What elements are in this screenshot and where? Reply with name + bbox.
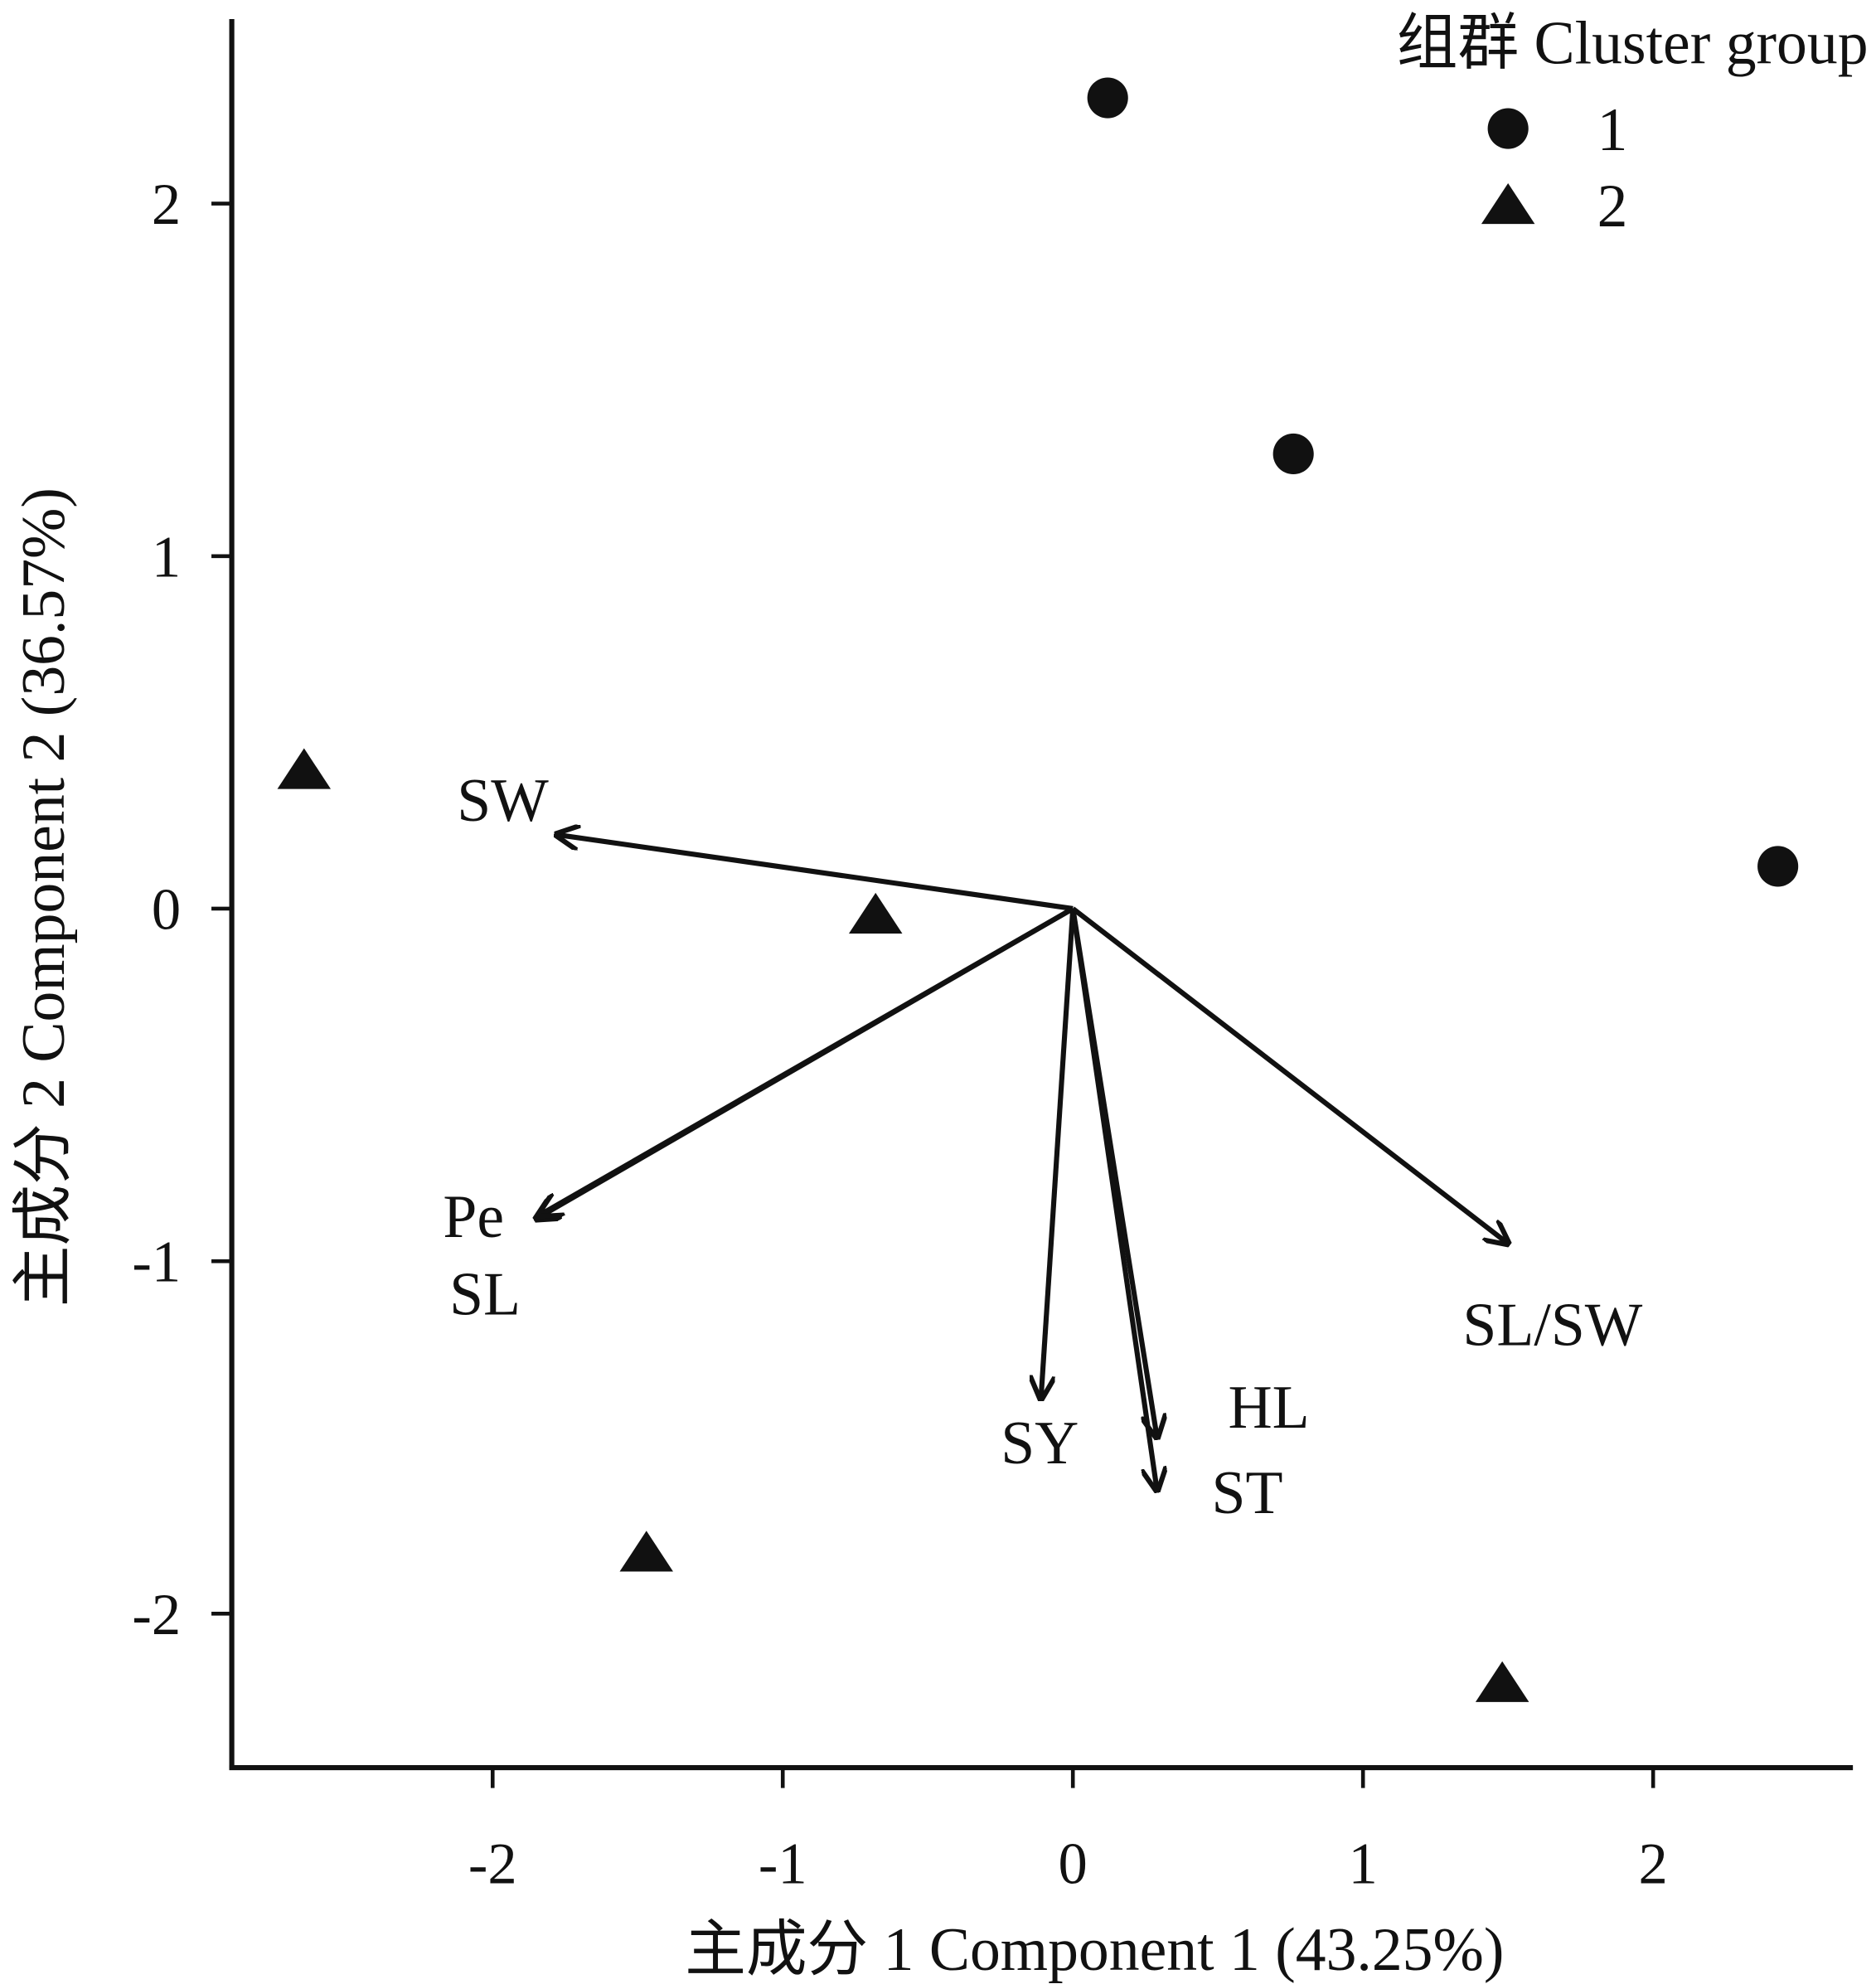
legend-triangle-marker [1481, 183, 1535, 225]
cluster-1-point [1272, 433, 1314, 475]
y-axis-title: 主成分 2 Component 2 (36.57%) [9, 488, 77, 1307]
loading-label: SW [457, 766, 549, 834]
loading-label: SL/SW [1462, 1290, 1642, 1358]
cluster-2-point [848, 892, 903, 934]
cluster-2-point [1475, 1661, 1529, 1702]
y-tick-label: 2 [152, 172, 181, 237]
loading-label: ST [1212, 1458, 1283, 1526]
x-axis-title: 主成分 1 Component 1 (43.25%) [685, 1915, 1504, 1983]
loading-label: HL [1228, 1373, 1309, 1441]
cluster-2-point [277, 748, 332, 789]
legend-label-2: 2 [1597, 172, 1628, 240]
legend-title: 组群 Cluster group [1397, 9, 1869, 77]
legend: 组群 Cluster group 1 2 [1397, 9, 1869, 240]
cluster-1-point [1757, 846, 1799, 887]
y-tick-label: -1 [132, 1230, 181, 1295]
loading-label: Pe [443, 1182, 504, 1250]
x-tick-label: 2 [1638, 1832, 1667, 1897]
x-tick-label: 0 [1059, 1832, 1088, 1897]
loading-arrow-sw [556, 835, 1074, 911]
loading-arrow-sl-sw [1071, 906, 1508, 1244]
loading-label: SL [449, 1260, 521, 1328]
loading-arrow-sl [539, 906, 1074, 1215]
loading-arrow-st [1070, 908, 1156, 1491]
legend-circle-marker [1487, 108, 1529, 149]
x-tick-label: 1 [1349, 1832, 1378, 1897]
y-tick-label: -2 [132, 1583, 181, 1647]
cluster-2-point [619, 1530, 673, 1572]
cluster-1-point [1087, 77, 1128, 119]
loading-arrow-sy [1041, 908, 1076, 1399]
loading-label: SY [1001, 1409, 1079, 1477]
legend-label-1: 1 [1597, 95, 1628, 163]
y-tick-label: 1 [152, 525, 181, 589]
x-tick-label: -1 [759, 1832, 807, 1897]
y-tick-label: 0 [152, 878, 181, 943]
x-tick-label: -2 [468, 1832, 517, 1897]
